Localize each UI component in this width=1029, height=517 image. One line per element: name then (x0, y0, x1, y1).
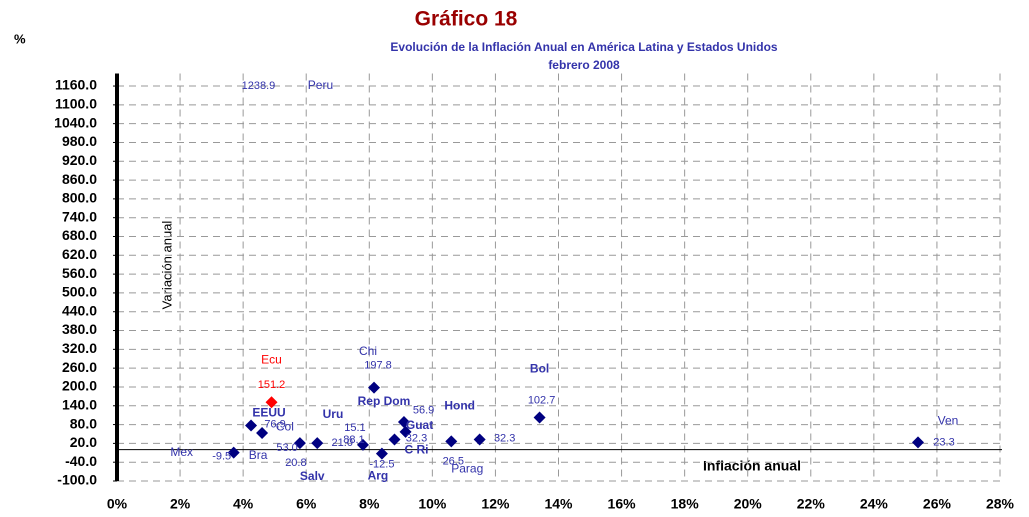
value-label: 76.9 (264, 418, 285, 430)
point-name: Rep Dom (358, 394, 411, 408)
value-label: 20.8 (285, 457, 306, 469)
value-label: 26.5 (443, 455, 464, 467)
x-tick-label: 26% (923, 496, 952, 512)
x-tick-label: 20% (734, 496, 763, 512)
x-tick-label: 22% (797, 496, 826, 512)
marker (256, 427, 269, 440)
marker (245, 419, 258, 432)
marker (311, 437, 324, 450)
value-label: 1238.9 (242, 80, 276, 92)
x-tick-label: 2% (170, 496, 191, 512)
unit-label: % (14, 31, 26, 46)
x-tick-label: 12% (481, 496, 510, 512)
value-label: 21.0 (332, 437, 353, 449)
point-name: Salv (300, 469, 325, 483)
y-tick-label: 260.0 (62, 359, 97, 375)
y-tick-label: 1040.0 (54, 114, 97, 130)
marker (388, 433, 401, 446)
point-name: Guat (406, 418, 433, 432)
x-tick-label: 6% (296, 496, 317, 512)
y-tick-label: 740.0 (62, 208, 97, 224)
y-tick-label: -100.0 (57, 472, 97, 488)
point-name: Arg (368, 469, 389, 483)
y-tick-label: 980.0 (62, 133, 97, 149)
y-tick-label: 560.0 (62, 265, 97, 281)
chart-subtitle: febrero 2008 (548, 58, 620, 72)
point-name: EEUU (252, 406, 285, 420)
marker (356, 438, 369, 451)
x-tick-label: 18% (671, 496, 700, 512)
plot-area (227, 55, 925, 460)
value-label: 32.3 (494, 432, 515, 444)
point-name: Bra (249, 448, 268, 462)
point-name: Uru (323, 407, 344, 421)
point-name: Hond (444, 399, 475, 413)
value-label: 88.1 (343, 434, 364, 446)
y-tick-label: 500.0 (62, 284, 97, 300)
value-label: 197.8 (364, 360, 392, 372)
y-tick-label: 800.0 (62, 190, 97, 206)
marker (397, 416, 410, 429)
y-tick-label: 320.0 (62, 340, 97, 356)
point-name: Ven (938, 414, 959, 428)
x-axis-label: Inflación anual (703, 458, 801, 474)
chart-title: Gráfico 18 (415, 8, 518, 31)
y-tick-label: 80.0 (70, 415, 97, 431)
marker (375, 447, 388, 460)
point-name: Ecu (261, 352, 282, 366)
x-tick-label: 8% (359, 496, 380, 512)
value-label: 53.0 (276, 442, 297, 454)
y-axis-label: Variación anual (159, 221, 174, 310)
y-tick-label: -40.0 (65, 453, 97, 469)
marker (473, 433, 486, 446)
marker (445, 435, 458, 448)
y-tick-label: 440.0 (62, 302, 97, 318)
marker (368, 381, 381, 394)
marker (399, 425, 412, 438)
point-name: Parag (451, 462, 483, 476)
value-label: 15.1 (344, 422, 365, 434)
x-tick-label: 14% (544, 496, 573, 512)
marker (265, 396, 278, 409)
y-tick-label: 20.0 (70, 434, 97, 450)
y-tick-label: 140.0 (62, 396, 97, 412)
point-name: Bol (530, 362, 549, 376)
y-tick-label: 920.0 (62, 152, 97, 168)
marker (227, 446, 240, 459)
x-tick-label: 0% (107, 496, 128, 512)
y-tick-label: 860.0 (62, 171, 97, 187)
y-tick-label: 1160.0 (55, 77, 97, 93)
point-name: Col (276, 419, 294, 433)
marker (533, 411, 546, 424)
value-label: 32.3 (406, 432, 427, 444)
chart-subtitle: Evolución de la Inflación Anual en Améri… (390, 40, 778, 54)
marker (293, 437, 306, 450)
value-label: 56.9 (413, 405, 434, 417)
x-tick-label: 28% (986, 496, 1015, 512)
x-tick-label: 16% (608, 496, 637, 512)
value-label: 151.2 (258, 379, 286, 391)
y-tick-label: 380.0 (62, 321, 97, 337)
value-label: 23.3 (933, 436, 954, 448)
y-tick-label: 680.0 (62, 227, 97, 243)
marker (284, 55, 296, 67)
value-label: -12.5 (369, 458, 394, 470)
value-label: -9.5 (212, 451, 231, 463)
y-tick-label: 620.0 (62, 246, 97, 262)
point-name: Chi (359, 344, 377, 358)
y-tick-label: 1100.0 (55, 96, 97, 112)
x-tick-label: 24% (860, 496, 889, 512)
point-name: Mex (170, 445, 193, 459)
point-name: Peru (308, 78, 333, 92)
y-tick-label: 200.0 (62, 378, 97, 394)
value-label: 102.7 (528, 394, 556, 406)
x-tick-label: 4% (233, 496, 254, 512)
x-tick-label: 10% (418, 496, 447, 512)
point-name: C Ri (405, 443, 429, 457)
marker (912, 436, 925, 449)
